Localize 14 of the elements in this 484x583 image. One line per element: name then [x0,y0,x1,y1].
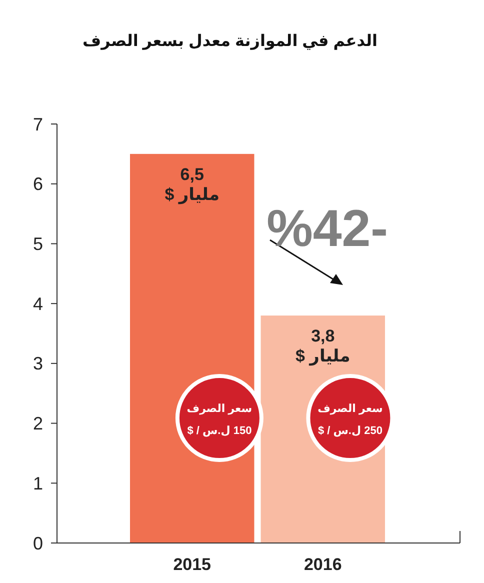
x-tick-label: 2016 [304,555,342,574]
y-tick-label: 0 [32,533,44,554]
y-tick-label: 2 [32,414,44,434]
y-tick-label: 7 [32,114,44,134]
chart-title: الدعم في الموازنة معدل بسعر الصرف [82,33,378,50]
y-tick-label: 6 [32,174,44,194]
y-tick-label: 5 [32,234,44,254]
annotation: سعر الصرف 150 ل.س / $ [186,403,252,437]
annotation: %42- [266,200,388,258]
y-tick-label: 4 [32,294,44,314]
y-tick-label: 3 [32,354,44,374]
x-tick-label: 2015 [173,555,212,574]
y-tick-label: 1 [32,473,44,494]
annotation: سعر الصرف 250 ل.س / $ [318,403,383,437]
